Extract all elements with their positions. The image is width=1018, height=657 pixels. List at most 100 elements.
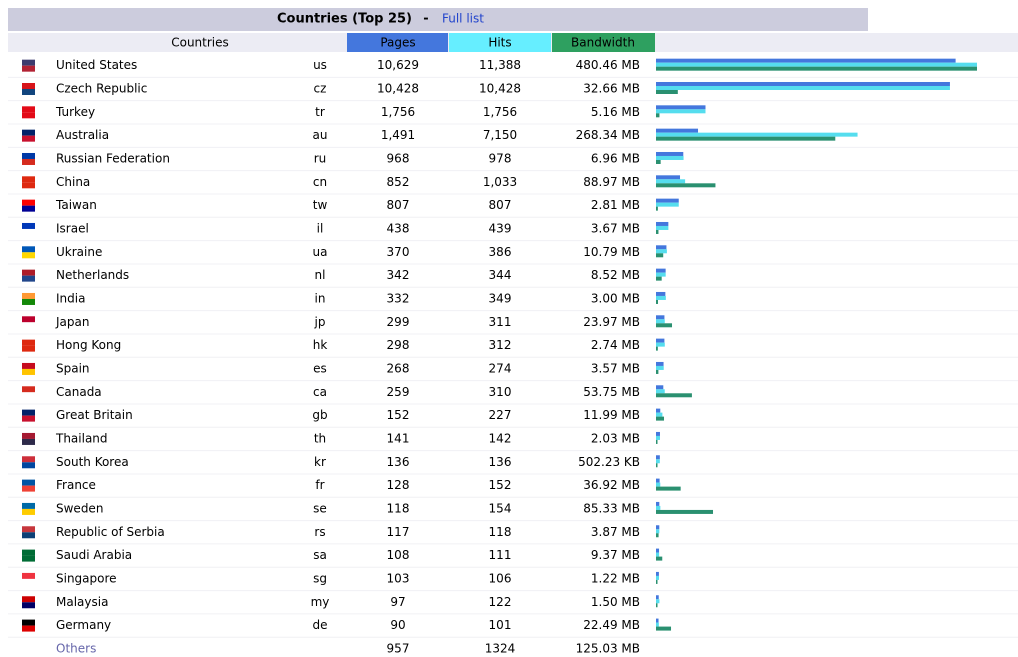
pages-bar [656,385,664,390]
bandwidth-bar [656,603,658,608]
flag-top [22,246,35,253]
country-name: Russian Federation [56,151,170,165]
flag-bottom [22,228,35,235]
country-code: rs [314,525,325,539]
flag-bottom [22,88,35,95]
pages-cell: 259 [387,385,410,399]
flag-bottom [22,345,35,352]
pages-bar [656,455,660,460]
country-name: Canada [56,385,102,399]
country-name: Australia [56,128,109,142]
country-code: il [317,221,324,235]
hits-bar [656,225,669,230]
pages-cell: 299 [387,315,410,329]
pages-bar [656,175,681,180]
flag-top [22,572,35,579]
hits-cell: 1,033 [483,175,517,189]
hits-cell: 978 [489,151,512,165]
hits-cell: 227 [489,408,512,422]
flag-top [22,222,35,229]
flag-bottom [22,182,35,189]
country-code: ca [313,385,327,399]
pages-bar [656,525,660,530]
pages-cell: 117 [387,525,410,539]
country-code: th [314,431,326,445]
country-code: my [311,595,330,609]
flag-top [22,269,35,276]
hits-bar [656,505,661,510]
flag-bottom [22,275,35,282]
pages-cell: 332 [387,291,410,305]
bandwidth-cell: 5.16 MB [591,105,640,119]
bandwidth-cell: 10.79 MB [583,245,640,259]
flag-bottom [22,508,35,515]
bandwidth-bar [656,346,658,351]
bandwidth-cell: 1.22 MB [591,571,640,585]
flag-top [22,59,35,66]
bandwidth-cell: 480.46 MB [576,58,640,72]
pages-cell: 141 [387,431,410,445]
country-name: Singapore [56,571,117,585]
bandwidth-bar [656,486,681,491]
country-name: China [56,175,90,189]
full-list-link[interactable]: Full list [442,12,484,26]
bandwidth-bar [656,463,658,468]
hits-header: Hits [488,36,511,50]
bandwidth-bar [656,206,658,211]
hits-bar [656,109,706,114]
countries-header: Countries [171,36,229,50]
flag-bottom [22,602,35,609]
hits-bar [656,599,660,604]
hits-bar [656,412,663,417]
pages-cell: 128 [387,478,410,492]
bandwidth-cell: 9.37 MB [591,548,640,562]
bandwidth-bar [656,439,658,444]
country-code: fr [315,478,324,492]
hits-bar [656,295,666,300]
pages-cell: 152 [387,408,410,422]
hits-bar [656,202,679,207]
country-code: ru [314,151,327,165]
pages-bar [656,128,699,133]
flag-top [22,619,35,626]
hits-cell: 312 [489,338,512,352]
hits-bar [656,272,666,277]
pages-bar [656,548,660,553]
pages-bar [656,291,666,296]
hits-cell: 310 [489,385,512,399]
pages-bar [656,315,665,320]
country-name: Netherlands [56,268,129,282]
pages-cell: 852 [387,175,410,189]
pages-cell: 1,491 [381,128,415,142]
country-name: Sweden [56,501,103,515]
pages-bar [656,221,669,226]
country-code: de [313,618,328,632]
hits-bar [656,85,950,90]
title-bar [8,8,868,31]
bandwidth-cell: 22.49 MB [583,618,640,632]
hits-cell: 274 [489,361,512,375]
hits-bar [656,575,659,580]
flag-bottom [22,205,35,212]
bandwidth-bar [656,323,673,328]
flag-bottom [22,135,35,142]
flag-bottom [22,392,35,399]
pages-bar [656,595,659,600]
hits-cell: 311 [489,315,512,329]
hits-cell: 439 [489,221,512,235]
title-separator: - [423,12,428,27]
country-name: Hong Kong [56,338,121,352]
table-title: Countries (Top 25) [277,12,412,27]
hits-bar [656,179,686,184]
country-code: ua [313,245,328,259]
hits-cell: 118 [489,525,512,539]
hits-bar [656,459,660,464]
pages-bar [656,268,666,273]
flag-bottom [22,368,35,375]
country-name: South Korea [56,455,129,469]
bandwidth-cell: 8.52 MB [591,268,640,282]
pages-cell: 97 [390,595,405,609]
hits-cell: 386 [489,245,512,259]
